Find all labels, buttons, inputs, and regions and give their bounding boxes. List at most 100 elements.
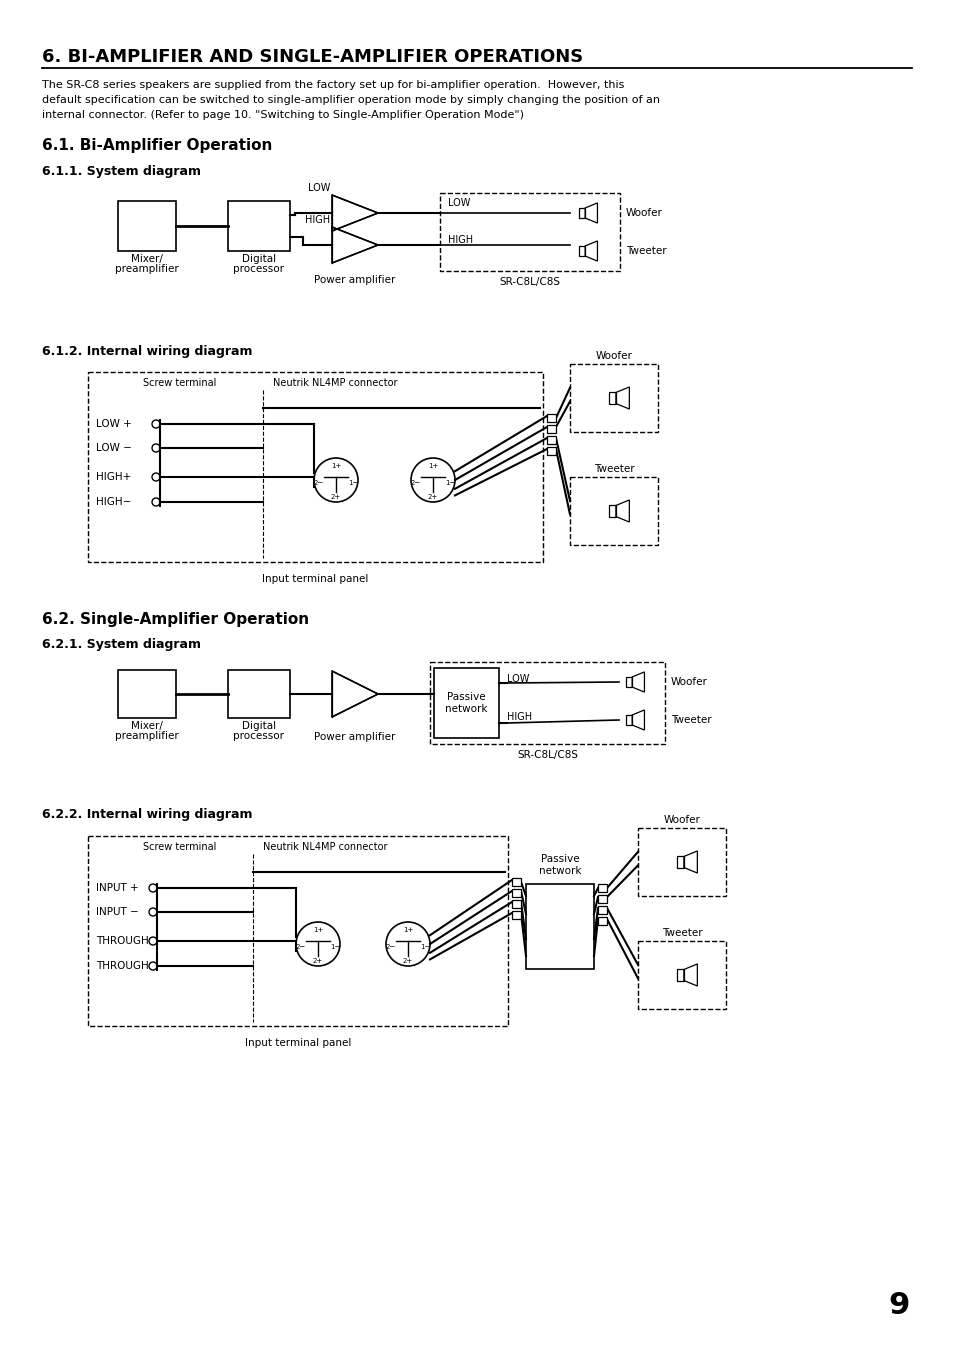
Text: Mixer/: Mixer/ — [131, 254, 163, 263]
Text: LOW +: LOW + — [96, 419, 132, 430]
Text: Power amplifier: Power amplifier — [314, 732, 395, 742]
Text: 2+: 2+ — [313, 958, 323, 965]
Bar — [638, 942, 725, 1009]
Text: Power amplifier: Power amplifier — [314, 276, 395, 285]
Text: 1−: 1− — [330, 943, 340, 950]
Bar — [569, 477, 658, 544]
Text: HIGH+: HIGH+ — [96, 471, 132, 482]
Text: 2−: 2− — [295, 943, 306, 950]
Bar — [512, 911, 520, 919]
Text: 1−: 1− — [348, 480, 358, 485]
Text: 1+: 1+ — [402, 927, 413, 934]
Text: Woofer: Woofer — [625, 208, 662, 218]
Text: 2+: 2+ — [402, 958, 413, 965]
Text: 6.2.1. System diagram: 6.2.1. System diagram — [42, 638, 201, 651]
Text: 2−: 2− — [385, 943, 395, 950]
Text: SR-C8L/C8S: SR-C8L/C8S — [499, 277, 560, 286]
Text: Tweeter: Tweeter — [593, 463, 634, 474]
Bar — [598, 917, 606, 925]
Text: Passive: Passive — [447, 692, 485, 703]
Text: SR-C8L/C8S: SR-C8L/C8S — [517, 750, 578, 761]
Text: Mixer/: Mixer/ — [131, 721, 163, 731]
Bar — [118, 201, 175, 251]
Text: Tweeter: Tweeter — [661, 928, 701, 938]
Bar — [625, 715, 632, 725]
Bar — [228, 201, 290, 251]
Bar — [512, 900, 520, 908]
Text: LOW: LOW — [307, 182, 330, 193]
Bar — [546, 436, 556, 444]
Bar — [434, 667, 498, 738]
Text: 6.1. Bi-Amplifier Operation: 6.1. Bi-Amplifier Operation — [42, 138, 273, 153]
Text: Neutrik NL4MP connector: Neutrik NL4MP connector — [263, 842, 387, 852]
Bar — [430, 662, 664, 744]
Text: 6.1.1. System diagram: 6.1.1. System diagram — [42, 165, 201, 178]
Text: LOW: LOW — [448, 199, 470, 208]
Text: THROUGH: THROUGH — [96, 936, 149, 946]
Bar — [578, 246, 584, 257]
Text: Woofer: Woofer — [670, 677, 707, 688]
Text: INPUT −: INPUT − — [96, 907, 138, 917]
Bar — [439, 193, 619, 272]
Text: 6.2. Single-Amplifier Operation: 6.2. Single-Amplifier Operation — [42, 612, 309, 627]
Bar — [598, 884, 606, 892]
Text: HIGH: HIGH — [506, 712, 532, 721]
Text: THROUGH: THROUGH — [96, 961, 149, 971]
Text: 6. BI-AMPLIFIER AND SINGLE-AMPLIFIER OPERATIONS: 6. BI-AMPLIFIER AND SINGLE-AMPLIFIER OPE… — [42, 49, 582, 66]
Text: LOW −: LOW − — [96, 443, 132, 453]
Text: The SR-C8 series speakers are supplied from the factory set up for bi-amplifier : The SR-C8 series speakers are supplied f… — [42, 80, 623, 91]
Text: 1−: 1− — [444, 480, 455, 485]
Text: Digital: Digital — [242, 721, 275, 731]
Text: 2−: 2− — [314, 480, 324, 485]
Text: network: network — [445, 704, 487, 713]
Text: network: network — [538, 866, 580, 875]
Text: Digital: Digital — [242, 254, 275, 263]
Text: INPUT +: INPUT + — [96, 884, 138, 893]
Bar — [512, 889, 520, 897]
Text: Input terminal panel: Input terminal panel — [245, 1038, 351, 1048]
Text: preamplifier: preamplifier — [115, 263, 178, 274]
Bar — [598, 894, 606, 902]
Text: Passive: Passive — [540, 854, 578, 865]
Text: 2+: 2+ — [331, 494, 341, 500]
Text: LOW: LOW — [506, 674, 529, 684]
Text: preamplifier: preamplifier — [115, 731, 178, 740]
Text: HIGH−: HIGH− — [96, 497, 132, 507]
Text: Tweeter: Tweeter — [625, 246, 666, 255]
Bar — [118, 670, 175, 717]
Bar — [546, 426, 556, 434]
Text: 6.2.2. Internal wiring diagram: 6.2.2. Internal wiring diagram — [42, 808, 253, 821]
Text: Woofer: Woofer — [595, 351, 632, 361]
Bar — [608, 393, 616, 404]
Text: HIGH: HIGH — [448, 235, 473, 245]
Text: processor: processor — [233, 263, 284, 274]
Text: 2+: 2+ — [428, 494, 437, 500]
Bar — [88, 836, 507, 1025]
Text: processor: processor — [233, 731, 284, 740]
Text: Neutrik NL4MP connector: Neutrik NL4MP connector — [273, 378, 397, 388]
Text: Tweeter: Tweeter — [670, 715, 711, 725]
Text: 1+: 1+ — [313, 927, 323, 934]
Text: Screw terminal: Screw terminal — [143, 842, 216, 852]
Bar — [512, 878, 520, 886]
Text: 1+: 1+ — [331, 463, 341, 469]
Text: Woofer: Woofer — [663, 815, 700, 825]
Text: 1+: 1+ — [427, 463, 437, 469]
Bar — [676, 970, 683, 981]
Text: 2−: 2− — [411, 480, 420, 485]
Bar — [525, 884, 594, 969]
Text: 9: 9 — [887, 1292, 909, 1320]
Bar — [608, 505, 616, 516]
Text: HIGH: HIGH — [305, 215, 330, 226]
Bar — [228, 670, 290, 717]
Bar — [638, 828, 725, 896]
Text: 1−: 1− — [419, 943, 430, 950]
Bar — [578, 208, 584, 218]
Text: Screw terminal: Screw terminal — [143, 378, 216, 388]
Text: default specification can be switched to single-amplifier operation mode by simp: default specification can be switched to… — [42, 95, 659, 105]
Text: internal connector. (Refer to page 10. "Switching to Single-Amplifier Operation : internal connector. (Refer to page 10. "… — [42, 109, 523, 120]
Text: 6.1.2. Internal wiring diagram: 6.1.2. Internal wiring diagram — [42, 345, 253, 358]
Bar — [625, 677, 632, 688]
Bar — [546, 413, 556, 422]
Text: Input terminal panel: Input terminal panel — [262, 574, 368, 584]
